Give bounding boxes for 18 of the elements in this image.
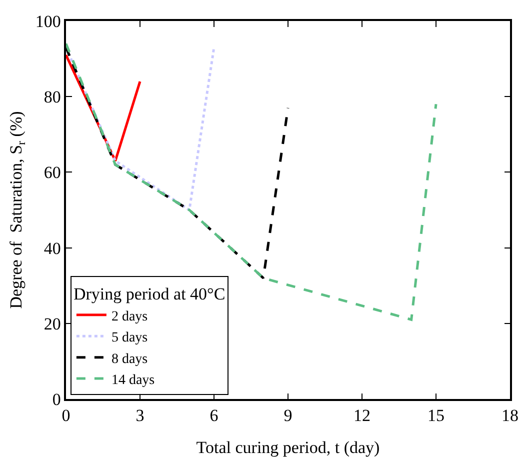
legend-label: 14 days: [111, 372, 155, 388]
x-tick-label: 15: [428, 406, 444, 426]
y-tick-label: 40: [44, 238, 61, 258]
x-tick-label: 12: [354, 406, 370, 426]
x-tick-label: 9: [284, 406, 292, 426]
x-tick-label: 3: [136, 406, 144, 426]
y-tick-label: 0: [52, 390, 61, 409]
legend-label: 8 days: [111, 352, 148, 367]
y-tick-label: 80: [44, 88, 61, 107]
legend-label: 2 days: [111, 309, 148, 324]
x-axis-title: Total curing period, t (day): [196, 438, 380, 457]
x-tick-label: 6: [210, 406, 218, 426]
y-tick-label: 20: [44, 314, 61, 334]
x-tick-label: 18: [502, 406, 518, 426]
y-tick-label: 60: [44, 163, 61, 182]
legend-title: Drying period at 40°C: [73, 284, 226, 304]
y-tick-label: 100: [35, 12, 61, 31]
legend-label: 5 days: [111, 330, 148, 346]
